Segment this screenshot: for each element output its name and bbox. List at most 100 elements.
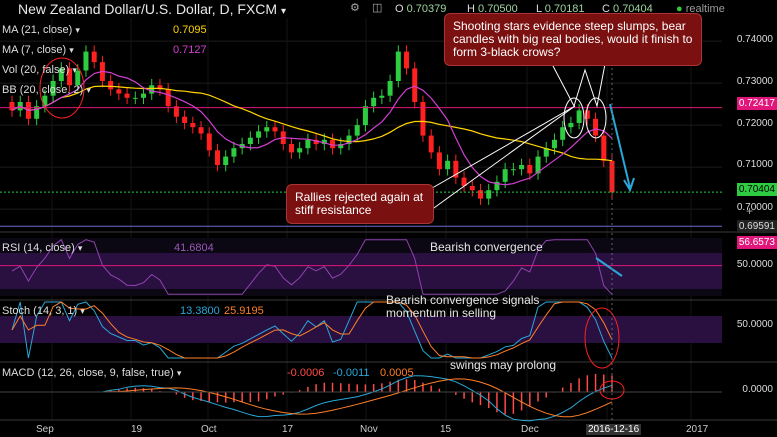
x-tick: 2017 [686,424,709,435]
macd-line [12,375,613,422]
candle-body [494,181,500,191]
hide-icon[interactable]: ◫ [372,2,383,14]
candle-body [124,93,130,98]
candle-body [206,133,212,151]
candle-body [453,160,459,178]
candle-body [75,70,81,86]
legend-ma21[interactable]: MA (21, close) ▾ [2,24,80,36]
candle-body [346,135,352,144]
candle-body [568,123,574,128]
resistance-price-tag: 0.72417 [736,97,777,110]
candle-body [50,81,56,96]
stoch-k-line [11,301,613,359]
y-tick: 0.73000 [736,76,773,87]
candle-body [486,190,492,199]
candle-body [305,139,311,149]
candle-body [527,165,533,174]
candle-body [141,93,147,98]
candle-body [601,135,607,161]
chart-title[interactable]: New Zealand Dollar/U.S. Dollar, D, FXCM … [18,1,286,17]
macd-value-1: -0.0006 [287,367,325,379]
candle-body [321,139,327,144]
lower-price-tag: 0.69591 [736,220,777,233]
x-tick: 17 [282,424,294,435]
candle-body [223,156,229,165]
candle-body [91,51,97,63]
rsi-legend[interactable]: RSI (14, close) ▾ [2,242,83,254]
x-tick: 19 [131,424,143,435]
candle-body [231,148,237,157]
candle-body [502,169,508,182]
legend-ma7[interactable]: MA (7, close) ▾ [2,44,74,56]
candle-body [354,125,360,136]
callout-pointer [419,105,576,219]
ma21-line [11,85,613,162]
candle-body [58,68,64,81]
ohlc-low: L 0.70181 [536,3,585,15]
x-tick: Sep [36,424,54,435]
candle-body [264,127,270,132]
candle-body [428,135,434,153]
legend-bb[interactable]: BB (20, close, 2) ▾ [2,84,91,96]
macd-axis-tick: 0.0000 [742,384,773,395]
candle-body [116,89,122,94]
current-price-tag: 0.70404 [736,183,777,196]
candle-body [543,148,549,157]
rsi-arrow [595,257,623,277]
stoch-d-value: 25.9195 [224,305,264,317]
candle-body [609,160,615,193]
stoch-band [0,316,722,343]
x-tick-current: 2016-12-16 [586,424,642,435]
macd-legend[interactable]: MACD (12, 26, close, 9, false, true) ▾ [2,367,182,379]
candle-body [469,186,475,191]
candle-body [165,89,171,107]
ohlc-high: H 0.70500 [467,3,518,15]
rsi-band [0,253,722,289]
candle-body [461,177,467,186]
legend-ma7-value: 0.7127 [173,44,207,56]
candle-body [214,150,220,165]
candle-body [330,139,336,149]
candle-body [436,152,442,170]
candle-body [157,85,163,90]
down-arrow-head [623,177,635,193]
candle-body [34,106,40,119]
shooting-star-circle [563,97,585,139]
callout-pointer [551,63,606,108]
candle-body [288,144,294,153]
y-tick: 0.72000 [736,118,773,129]
rsi-line [11,238,613,295]
candle-body [420,102,426,136]
candle-body [173,106,179,117]
rsi-value: 41.6804 [174,242,214,254]
candle-body [519,165,525,170]
candle-body [477,190,483,199]
candle-body [404,51,410,69]
stoch-axis-tick: 50.0000 [736,319,773,330]
add-icon[interactable]: + [746,204,754,218]
x-tick: 15 [440,424,452,435]
rsi-level-tag: 56.6573 [736,236,777,249]
stoch-legend[interactable]: Stoch (14, 3, 1) ▾ [2,305,85,317]
candle-body [551,139,557,149]
callout-pointer [419,105,576,196]
candle-body [535,156,541,174]
legend-ma21-value: 0.7095 [173,24,207,36]
candle-body [445,160,451,170]
candle-body [584,110,590,119]
candle-body [256,131,262,138]
candle-body [510,169,516,171]
candle-body [149,85,155,94]
candle-body [42,95,48,107]
realtime-dot-icon: ● [676,3,683,15]
y-tick: 0.71000 [736,159,773,170]
candle-body [182,116,188,123]
candle-body [67,68,73,86]
legend-vol[interactable]: Vol (20, false) ▾ [2,64,77,76]
shooting-star-circle [585,97,607,139]
settings-icon[interactable]: ⚙ [350,2,360,14]
y-tick: 0.70000 [736,202,773,213]
macd-value-2: -0.0011 [333,367,370,379]
down-arrow [609,103,631,189]
